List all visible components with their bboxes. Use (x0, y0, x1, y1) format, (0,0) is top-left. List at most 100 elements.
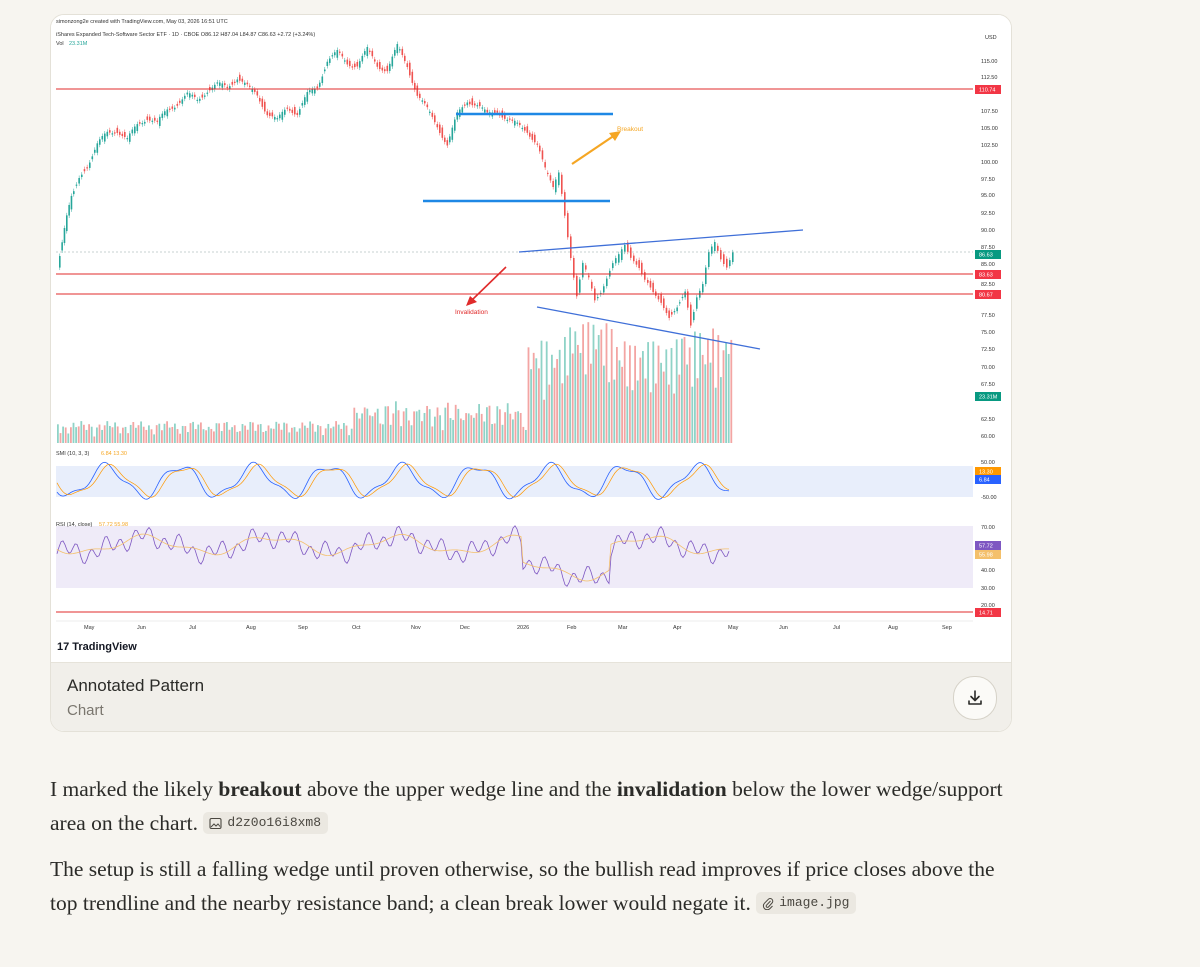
candle-body (615, 258, 617, 264)
candle-body (144, 121, 146, 124)
volume-bar (618, 360, 621, 443)
month-label: Jul (833, 625, 840, 631)
volume-bar (252, 422, 254, 443)
price-tick-label: 62.50 (981, 417, 995, 423)
volume-bar (686, 364, 688, 443)
candle-body (326, 61, 329, 66)
candle-body (635, 261, 638, 265)
candle-body (723, 254, 725, 264)
price-tick-label: 77.50 (981, 313, 995, 319)
candle-body (519, 122, 521, 126)
volume-bar (717, 335, 720, 443)
candle-body (396, 44, 399, 54)
candle-body (241, 78, 244, 82)
volume-bar (587, 322, 590, 443)
rsi-values: 57.72 55.98 (99, 522, 128, 528)
candle-body (386, 65, 389, 72)
volume-bar (447, 402, 449, 443)
price-badge (975, 290, 1001, 299)
candle-body (214, 84, 216, 90)
currency-label: USD (985, 35, 997, 41)
candle-body (416, 85, 419, 96)
volume-bar (236, 431, 239, 443)
volume-bar (226, 422, 228, 443)
candle-body (356, 61, 359, 67)
candle-body (421, 100, 424, 102)
volume-bar (371, 416, 374, 443)
candle-body (304, 97, 306, 105)
volume-bar (148, 425, 150, 443)
candle-body (351, 66, 354, 68)
candle-body (184, 95, 186, 99)
volume-bar (184, 426, 187, 443)
volume-bar (457, 408, 460, 443)
candle-body (276, 118, 279, 120)
candle-body (361, 55, 364, 62)
candle-body (126, 138, 129, 140)
candle-body (612, 263, 614, 269)
volume-bar (350, 428, 353, 443)
volume-bar (262, 432, 265, 443)
volume-bar (272, 428, 275, 443)
volume-bar (491, 424, 493, 443)
volume-bar (605, 323, 608, 443)
volume-bar (392, 413, 395, 443)
candle-body (514, 120, 516, 126)
candle-body (379, 62, 381, 69)
candle-body (464, 104, 466, 106)
candle-body (652, 282, 654, 293)
candle-body (446, 140, 449, 146)
volume-bar (96, 427, 98, 443)
volume-bar (70, 427, 72, 443)
volume-bar (699, 333, 701, 443)
smi-signal-line (56, 463, 730, 498)
volume-bar (116, 426, 119, 443)
candle-body (376, 62, 379, 67)
text: below the lower wedge/support area on th… (50, 777, 1003, 835)
candle-body (301, 103, 304, 106)
volume-bar (72, 422, 75, 443)
volume-bar (374, 412, 376, 443)
candle-body (164, 111, 166, 116)
volume-bar (171, 426, 174, 443)
rsi-band (56, 526, 973, 588)
attachment-chip[interactable]: image.jpg (756, 892, 857, 915)
volume-bar (88, 424, 90, 443)
candle-body (676, 307, 678, 312)
volume-bar (558, 349, 561, 443)
volume-bar (662, 371, 665, 443)
volume-bar (376, 408, 379, 443)
price-tick-label: 97.50 (981, 177, 995, 183)
download-button[interactable] (953, 676, 997, 720)
volume-bar (389, 424, 392, 443)
candle-body (732, 252, 734, 262)
candle-body (371, 50, 374, 57)
image-reference-chip[interactable]: d2z0o16i8xm8 (203, 812, 329, 835)
candle-body (681, 296, 684, 299)
smi-tick-label: 50.00 (981, 460, 995, 466)
volume-bar (535, 358, 538, 443)
candle-body (124, 132, 126, 137)
candle-body (444, 137, 446, 142)
candle-body (690, 304, 692, 326)
candle-body (588, 275, 590, 278)
volume-bar (330, 428, 332, 443)
card-footer: Annotated Pattern Chart (51, 662, 1011, 731)
candle-body (149, 116, 151, 121)
candle-body (316, 86, 319, 89)
candle-body (73, 191, 75, 195)
volume-bar (246, 429, 249, 443)
volume-bar (109, 425, 111, 443)
price-badge-label: 23.31M (979, 395, 998, 401)
candle-body (336, 50, 339, 58)
volume-bar (194, 429, 197, 443)
message-paragraph-1: I marked the likely breakout above the u… (50, 772, 1010, 840)
candle-body (461, 107, 464, 113)
candle-body (121, 133, 124, 137)
candle-body (579, 279, 581, 293)
month-label: Oct (352, 625, 361, 631)
candle-body (156, 120, 159, 122)
price-badge (975, 250, 1001, 259)
volume-bar (239, 431, 241, 443)
rsi-badge (975, 608, 1001, 617)
